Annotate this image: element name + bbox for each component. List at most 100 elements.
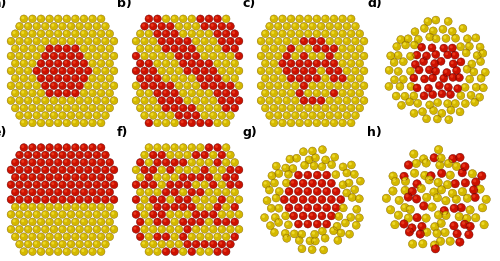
Circle shape	[205, 233, 213, 241]
Circle shape	[296, 104, 304, 112]
Circle shape	[420, 155, 428, 163]
Circle shape	[150, 242, 154, 245]
Circle shape	[314, 171, 321, 179]
Circle shape	[7, 211, 15, 218]
Circle shape	[292, 231, 294, 234]
Circle shape	[235, 196, 243, 204]
Circle shape	[406, 98, 413, 106]
Circle shape	[145, 30, 153, 38]
Circle shape	[462, 214, 471, 223]
Circle shape	[226, 52, 234, 60]
Circle shape	[430, 204, 432, 207]
Circle shape	[290, 179, 298, 187]
Circle shape	[348, 46, 352, 49]
Circle shape	[402, 205, 406, 208]
Circle shape	[310, 162, 318, 170]
Circle shape	[60, 98, 63, 101]
Circle shape	[134, 39, 136, 41]
Circle shape	[293, 54, 296, 56]
Circle shape	[451, 51, 459, 59]
Circle shape	[171, 104, 178, 112]
Circle shape	[180, 233, 187, 241]
Circle shape	[334, 22, 342, 30]
Circle shape	[82, 204, 84, 207]
Circle shape	[155, 234, 158, 237]
Circle shape	[159, 54, 162, 56]
Circle shape	[63, 218, 70, 226]
Circle shape	[97, 203, 105, 211]
Circle shape	[72, 248, 79, 256]
Circle shape	[292, 52, 299, 60]
Circle shape	[318, 52, 325, 60]
Circle shape	[86, 227, 88, 230]
Circle shape	[286, 172, 289, 175]
Circle shape	[222, 74, 230, 82]
Circle shape	[172, 31, 175, 34]
Circle shape	[33, 240, 40, 248]
Circle shape	[168, 68, 170, 71]
Circle shape	[434, 211, 442, 219]
Circle shape	[450, 45, 452, 48]
Circle shape	[222, 89, 230, 97]
Circle shape	[150, 211, 157, 218]
Circle shape	[320, 213, 322, 216]
Circle shape	[38, 160, 42, 163]
Circle shape	[150, 196, 157, 204]
Circle shape	[175, 112, 183, 119]
Circle shape	[360, 82, 368, 90]
Circle shape	[43, 98, 46, 101]
Circle shape	[318, 98, 322, 101]
Circle shape	[228, 212, 231, 215]
Circle shape	[356, 195, 364, 203]
Circle shape	[43, 152, 46, 155]
Circle shape	[329, 197, 332, 200]
Circle shape	[172, 105, 175, 108]
Circle shape	[300, 148, 308, 156]
Circle shape	[385, 66, 393, 74]
Circle shape	[168, 152, 170, 155]
Circle shape	[348, 89, 355, 97]
Circle shape	[76, 52, 84, 60]
Circle shape	[150, 22, 157, 30]
Circle shape	[348, 31, 352, 34]
Circle shape	[102, 226, 110, 233]
Circle shape	[278, 30, 286, 38]
Circle shape	[414, 196, 417, 199]
Circle shape	[176, 83, 180, 86]
Circle shape	[97, 45, 105, 52]
Circle shape	[330, 89, 338, 97]
Circle shape	[16, 226, 24, 233]
Circle shape	[478, 172, 486, 180]
Circle shape	[352, 37, 360, 45]
Circle shape	[58, 67, 66, 75]
Circle shape	[16, 97, 24, 104]
Circle shape	[276, 113, 278, 116]
Circle shape	[266, 67, 274, 75]
Circle shape	[276, 83, 278, 86]
Circle shape	[198, 175, 201, 178]
Circle shape	[443, 213, 446, 216]
Circle shape	[338, 119, 346, 127]
Circle shape	[402, 188, 406, 191]
Circle shape	[17, 113, 20, 116]
Circle shape	[442, 230, 446, 233]
Circle shape	[12, 219, 16, 222]
Circle shape	[403, 42, 406, 45]
Circle shape	[73, 91, 76, 93]
Circle shape	[58, 37, 66, 45]
Circle shape	[84, 181, 92, 189]
Circle shape	[196, 144, 204, 151]
Circle shape	[93, 22, 100, 30]
Circle shape	[138, 204, 140, 207]
Circle shape	[206, 105, 210, 108]
Circle shape	[56, 219, 58, 222]
Circle shape	[63, 45, 70, 52]
Circle shape	[150, 37, 157, 45]
Circle shape	[220, 39, 222, 41]
Circle shape	[88, 158, 96, 166]
Circle shape	[158, 22, 166, 30]
Circle shape	[214, 218, 222, 226]
Circle shape	[477, 94, 480, 98]
Circle shape	[482, 195, 490, 204]
Circle shape	[24, 37, 32, 45]
